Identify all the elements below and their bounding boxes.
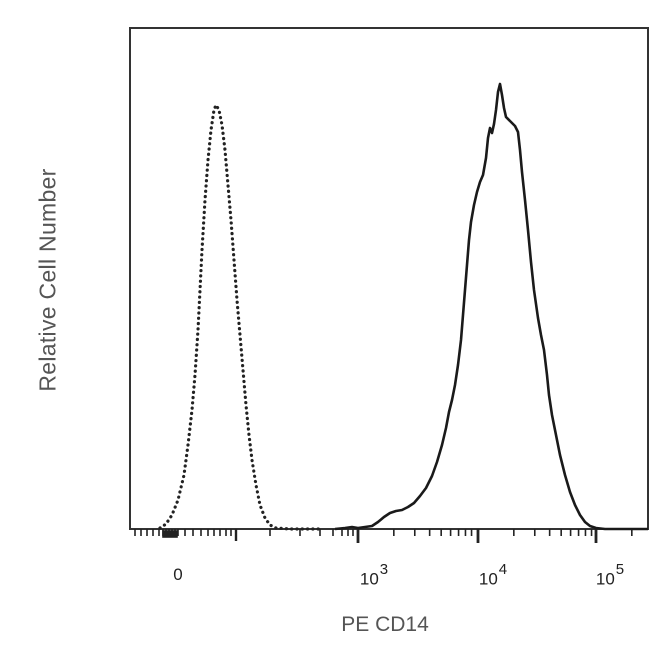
y-axis-title: Relative Cell Number xyxy=(34,168,61,392)
x-axis-ticks xyxy=(134,529,633,543)
x-tick-label-1e5: 105 xyxy=(595,561,625,589)
pe-cd14-curve xyxy=(334,82,648,531)
plot-frame xyxy=(129,27,649,530)
isotype-control-curve xyxy=(158,101,322,531)
x-tick-label-1e3: 103 xyxy=(359,561,389,589)
x-tick-label-1e4: 104 xyxy=(478,561,508,589)
x-axis-title: PE CD14 xyxy=(341,613,429,636)
x-tick-label-0: 0 xyxy=(173,565,183,584)
zero-tick-cluster xyxy=(162,530,178,538)
